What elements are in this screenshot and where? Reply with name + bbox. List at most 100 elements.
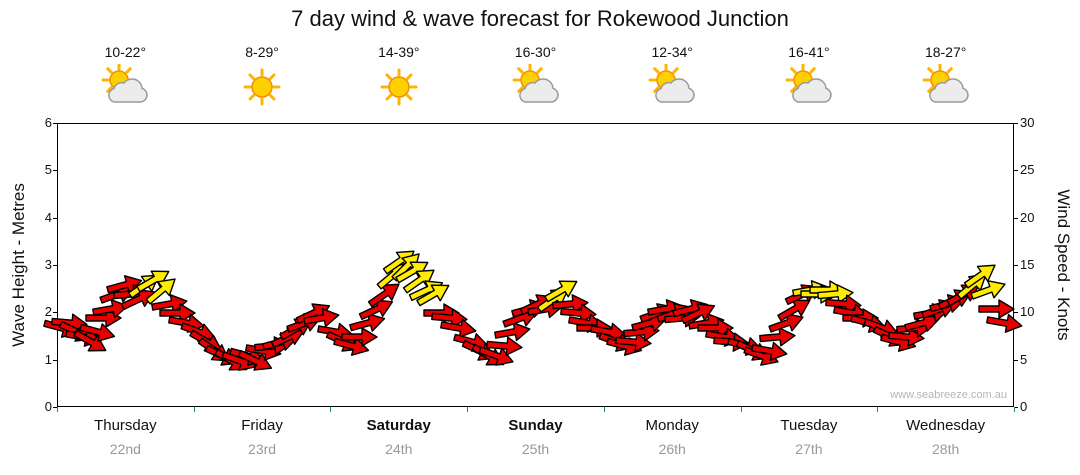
wave-axis-tick-label: 2 (44, 304, 52, 320)
day-name-label: Sunday (508, 417, 563, 434)
wind-arrow (902, 307, 944, 338)
wave-axis-tick-label: 4 (44, 209, 52, 225)
wave-axis-tick (53, 170, 57, 172)
wind-arrow (759, 324, 799, 349)
day-boundary-tick (740, 407, 742, 412)
partly-cloudy-icon (644, 62, 700, 110)
wind-arrow (347, 307, 389, 338)
temp-range-label: 10-22° (104, 44, 147, 60)
wave-axis-tick (53, 407, 57, 408)
watermark: www.seabreeze.com.au (890, 389, 1007, 401)
wind-arrow (50, 310, 90, 335)
wind-axis-tick (1014, 123, 1018, 124)
wind-arrow (76, 317, 118, 348)
wind-arrow (816, 282, 856, 307)
wind-arrow (967, 273, 1010, 307)
wave-axis-tick (53, 217, 57, 219)
wind-arrow (541, 271, 585, 309)
wave-axis-tick (53, 265, 57, 266)
wind-arrow (140, 269, 183, 310)
day-date-label: 25th (521, 441, 550, 457)
wind-arrow (363, 274, 407, 314)
day-name-label: Monday (645, 417, 699, 434)
day-date-label: 22nd (109, 441, 141, 457)
wind-arrow (559, 301, 599, 326)
temp-range-label: 8-29° (245, 44, 279, 60)
wave-axis-tick (53, 123, 57, 124)
plot-area: www.seabreeze.com.au (43, 123, 1023, 407)
wind-axis-tick (1014, 312, 1018, 314)
day-name-label: Saturday (366, 417, 431, 434)
partly-cloudy-icon (97, 62, 153, 110)
day-boundary-tick (330, 407, 332, 412)
wind-arrow (301, 304, 342, 332)
temp-range-label: 18-27° (924, 44, 967, 60)
day-date-label: 24th (385, 441, 413, 457)
wind-arrow (391, 252, 435, 290)
day-name-label: Thursday (94, 417, 157, 434)
wind-axis-tick-label: 25 (1020, 162, 1035, 178)
wind-axis-tick-label: 5 (1020, 351, 1028, 367)
wind-arrow (341, 326, 379, 348)
wind-arrow (234, 343, 278, 379)
sunny-icon (371, 64, 427, 110)
wind-axis-tick (1014, 265, 1018, 266)
wave-axis-tick-label: 0 (44, 399, 52, 414)
day-boundary-tick (193, 407, 195, 412)
wind-arrow (69, 323, 113, 361)
wind-arrow (985, 309, 1026, 337)
wind-arrow (159, 302, 197, 324)
wind-arrow (978, 298, 1016, 320)
wind-axis-tick (1014, 359, 1018, 361)
wind-arrow (773, 290, 817, 328)
wave-axis-tick-label: 1 (44, 351, 52, 367)
wind-arrow (475, 339, 518, 373)
day-boundary-tick (467, 407, 469, 412)
wind-arrow (750, 337, 791, 365)
wind-arrow (887, 324, 927, 349)
wind-arrow (677, 295, 721, 331)
wind-arrow (398, 260, 442, 300)
day-date-label: 28th (932, 441, 960, 457)
sunny-icon (234, 64, 290, 110)
wind-axis-tick-label: 15 (1020, 257, 1035, 272)
wind-axis-tick-label: 20 (1020, 209, 1035, 225)
wind-axis-tick-label: 30 (1020, 115, 1035, 130)
wind-arrow (430, 305, 470, 330)
wave-axis-tick-label: 5 (44, 162, 52, 178)
temp-range-label: 12-34° (651, 44, 693, 60)
wind-arrow (959, 256, 1003, 296)
day-boundary-tick (877, 407, 879, 412)
wind-arrow (412, 275, 456, 313)
day-name-label: Wednesday (906, 417, 986, 434)
wave-axis-tick-label: 3 (44, 257, 52, 272)
wind-axis-tick (1014, 407, 1018, 408)
temp-range-label: 16-30° (514, 44, 557, 60)
wind-arrow (493, 318, 534, 346)
day-name-label: Tuesday (780, 417, 838, 434)
wind-arrow (91, 294, 132, 322)
chart-title: 7 day wind & wave forecast for Rokewood … (291, 6, 789, 31)
wind-arrow (331, 331, 373, 362)
day-boundary-tick (1014, 407, 1015, 412)
day-date-label: 23rd (248, 441, 277, 457)
wind-axis-tick-label: 0 (1020, 399, 1028, 414)
day-boundary-tick (603, 407, 605, 412)
wind-arrow (824, 291, 864, 316)
temp-range-label: 16-41° (788, 44, 830, 60)
wind-arrow (614, 329, 654, 354)
wind-arrow (765, 306, 808, 340)
day-date-label: 27th (795, 441, 823, 457)
wind-speed-axis-label: Wind Speed - Knots (1054, 189, 1073, 341)
day-name-label: Friday (241, 417, 283, 434)
wave-axis-tick (53, 312, 57, 314)
wind-axis-tick-label: 10 (1020, 304, 1035, 320)
wind-arrow (85, 307, 123, 329)
wind-arrow (132, 261, 176, 299)
wind-arrow (485, 334, 525, 359)
partly-cloudy-icon (781, 62, 837, 110)
wind-axis-tick (1014, 217, 1018, 219)
day-date-label: 26th (658, 441, 686, 457)
wind-arrow (551, 291, 591, 316)
